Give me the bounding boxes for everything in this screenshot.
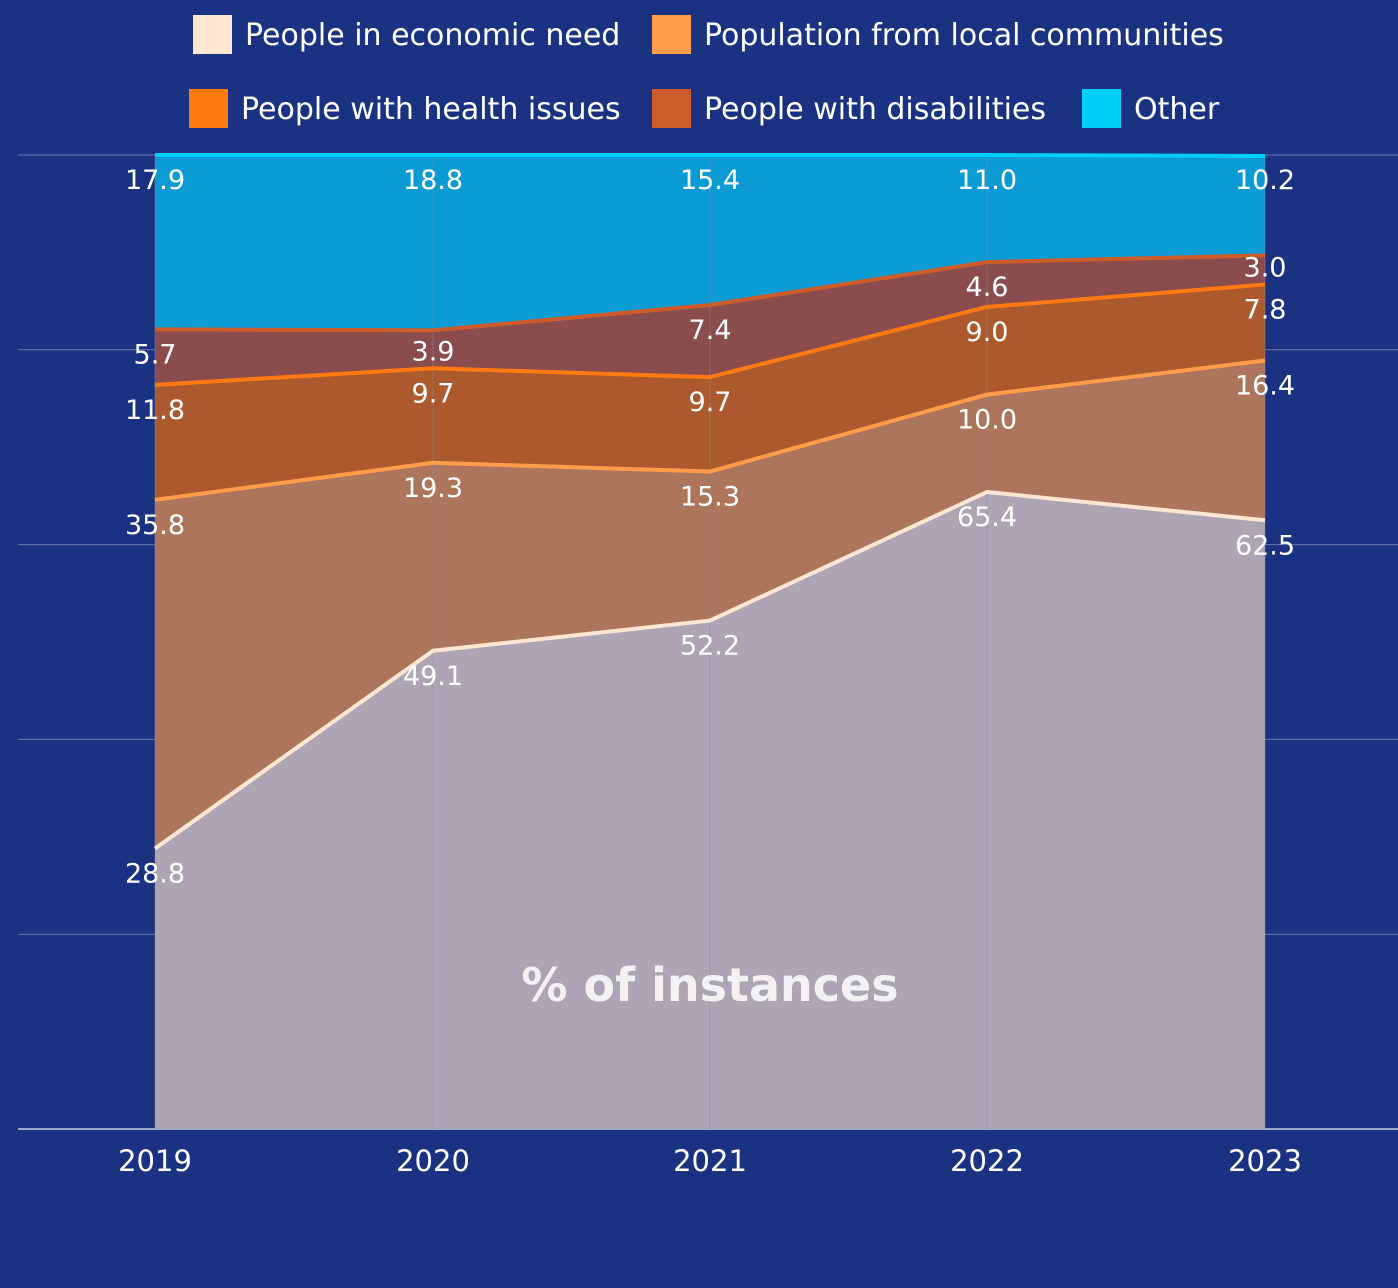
value-label-other: 17.9: [125, 165, 185, 196]
legend-label-other: Other: [1134, 92, 1220, 127]
x-tick-label: 2023: [1228, 1144, 1302, 1178]
line-other: [155, 153, 1266, 158]
value-label-people-with-disabilities: 4.6: [966, 272, 1009, 303]
value-label-other: 15.4: [680, 165, 740, 196]
value-label-people-in-economic-need: 65.4: [957, 502, 1017, 533]
x-tick-label: 2022: [950, 1144, 1024, 1178]
legend-swatch-people-with-disabilities: [652, 89, 691, 128]
value-label-people-with-health-issues: 11.8: [125, 395, 185, 426]
chart-annotation: % of instances: [521, 958, 898, 1012]
value-label-population-from-local-communities: 16.4: [1235, 371, 1295, 402]
value-label-people-with-health-issues: 9.7: [412, 378, 455, 409]
vertical-gridlines: [154, 155, 1266, 1129]
value-label-people-in-economic-need: 49.1: [403, 661, 463, 692]
value-label-other: 18.8: [403, 165, 463, 196]
value-label-people-with-health-issues: 7.8: [1244, 295, 1287, 326]
x-tick-label: 2021: [673, 1144, 747, 1178]
x-tick-label: 2019: [118, 1144, 192, 1178]
value-label-people-with-health-issues: 9.0: [966, 317, 1009, 348]
area-people-with-health-issues: [155, 284, 1265, 500]
value-label-people-with-disabilities: 7.4: [689, 315, 732, 346]
value-label-population-from-local-communities: 35.8: [125, 510, 185, 541]
line-population-from-local-communities: [154, 358, 1266, 502]
value-label-people-in-economic-need: 62.5: [1235, 530, 1295, 561]
value-label-population-from-local-communities: 15.3: [680, 482, 740, 513]
area-population-from-local-communities: [155, 360, 1265, 849]
x-axis: 2019 2020 2021 2022 2023: [118, 1144, 1302, 1178]
value-label-people-with-disabilities: 3.0: [1244, 253, 1287, 284]
value-label-people-with-disabilities: 3.9: [412, 336, 455, 367]
line-people-with-disabilities: [154, 253, 1266, 333]
value-label-other: 10.2: [1235, 165, 1295, 196]
legend-label-people-in-economic-need: People in economic need: [245, 18, 620, 53]
legend-label-people-with-health-issues: People with health issues: [241, 92, 621, 127]
value-label-people-in-economic-need: 52.2: [680, 631, 740, 662]
legend-swatch-people-in-economic-need: [193, 15, 232, 54]
value-label-population-from-local-communities: 10.0: [957, 405, 1017, 436]
legend: People in economic need Population from l…: [189, 15, 1224, 128]
series-lines: [153, 153, 1266, 851]
legend-swatch-people-with-health-issues: [189, 89, 228, 128]
legend-label-population-from-local-communities: Population from local communities: [704, 18, 1224, 53]
value-label-people-with-disabilities: 5.7: [134, 339, 177, 370]
line-people-with-health-issues: [154, 282, 1266, 387]
legend-label-people-with-disabilities: People with disabilities: [704, 92, 1046, 127]
legend-swatch-other: [1082, 89, 1121, 128]
area-other: [155, 155, 1265, 331]
value-label-other: 11.0: [957, 165, 1017, 196]
legend-swatch-population-from-local-communities: [652, 15, 691, 54]
line-people-in-economic-need: [153, 490, 1266, 851]
area-people-with-disabilities: [155, 255, 1265, 385]
value-labels: 28.8 49.1 52.2 65.4 62.5 35.8 19.3 15.3 10.0 16.4…: [125, 165, 1295, 889]
x-tick-label: 2020: [396, 1144, 470, 1178]
value-label-population-from-local-communities: 19.3: [403, 473, 463, 504]
value-label-people-with-health-issues: 9.7: [689, 387, 732, 418]
value-label-people-in-economic-need: 28.8: [125, 858, 185, 889]
